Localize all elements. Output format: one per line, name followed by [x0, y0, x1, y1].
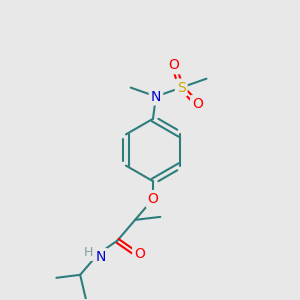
Text: H: H — [84, 246, 94, 259]
Text: O: O — [192, 97, 203, 111]
Text: O: O — [168, 58, 179, 72]
Text: O: O — [134, 247, 145, 261]
Text: S: S — [177, 81, 186, 94]
Text: N: N — [96, 250, 106, 264]
Text: N: N — [151, 89, 161, 103]
Text: O: O — [148, 192, 158, 206]
